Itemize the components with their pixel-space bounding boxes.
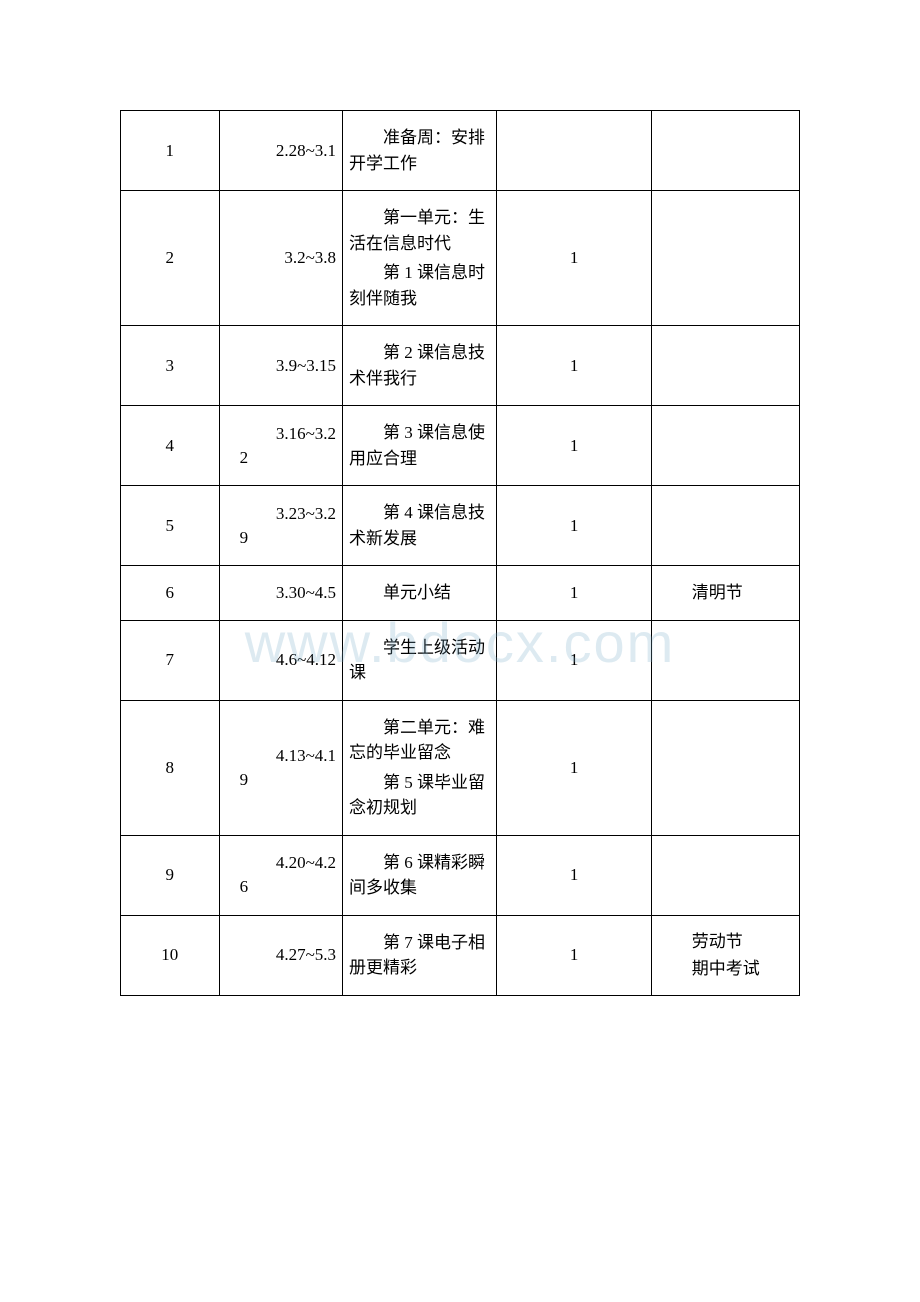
content-text: 第 7 课电子相册更精彩 xyxy=(349,930,490,981)
note-cell xyxy=(651,111,799,191)
note-cell xyxy=(651,406,799,486)
content-cell: 准备周：安排开学工作 xyxy=(343,111,497,191)
date-cell: 3.9~3.15 xyxy=(219,326,342,406)
content-cell: 第 6 课精彩瞬间多收集 xyxy=(343,835,497,915)
note-cell: 清明节 xyxy=(651,566,799,621)
week-cell: 4 xyxy=(121,406,220,486)
hours-cell: 1 xyxy=(497,406,651,486)
date-cell: 4.13~4.19 xyxy=(219,700,342,835)
content-text: 第一单元：生活在信息时代 xyxy=(349,205,490,256)
note-cell xyxy=(651,700,799,835)
content-cell: 第一单元：生活在信息时代第 1 课信息时刻伴随我 xyxy=(343,191,497,326)
date-cell: 3.30~4.5 xyxy=(219,566,342,621)
content-text: 单元小结 xyxy=(349,580,490,606)
content-text: 第 4 课信息技术新发展 xyxy=(349,500,490,551)
note-cell xyxy=(651,835,799,915)
content-cell: 第二单元：难忘的毕业留念第 5 课毕业留念初规划 xyxy=(343,700,497,835)
note-text: 期中考试 xyxy=(658,956,793,982)
table-row: 74.6~4.12学生上级活动课1 xyxy=(121,620,800,700)
content-text: 第 5 课毕业留念初规划 xyxy=(349,770,490,821)
table-row: 94.20~4.26第 6 课精彩瞬间多收集1 xyxy=(121,835,800,915)
content-cell: 第 3 课信息使用应合理 xyxy=(343,406,497,486)
week-cell: 1 xyxy=(121,111,220,191)
week-cell: 6 xyxy=(121,566,220,621)
content-text: 学生上级活动课 xyxy=(349,635,490,686)
week-cell: 9 xyxy=(121,835,220,915)
hours-cell xyxy=(497,111,651,191)
date-cell: 3.16~3.22 xyxy=(219,406,342,486)
week-cell: 5 xyxy=(121,486,220,566)
week-cell: 10 xyxy=(121,915,220,995)
content-cell: 单元小结 xyxy=(343,566,497,621)
hours-cell: 1 xyxy=(497,326,651,406)
content-cell: 第 7 课电子相册更精彩 xyxy=(343,915,497,995)
note-cell: 劳动节期中考试 xyxy=(651,915,799,995)
hours-cell: 1 xyxy=(497,620,651,700)
content-cell: 学生上级活动课 xyxy=(343,620,497,700)
content-text: 第 6 课精彩瞬间多收集 xyxy=(349,850,490,901)
content-cell: 第 2 课信息技术伴我行 xyxy=(343,326,497,406)
hours-cell: 1 xyxy=(497,835,651,915)
week-cell: 3 xyxy=(121,326,220,406)
date-cell: 2.28~3.1 xyxy=(219,111,342,191)
table-row: 63.30~4.5 单元小结 1 清明节 xyxy=(121,566,800,621)
content-cell: 第 4 课信息技术新发展 xyxy=(343,486,497,566)
hours-cell: 1 xyxy=(497,700,651,835)
week-cell: 7 xyxy=(121,620,220,700)
date-cell: 4.27~5.3 xyxy=(219,915,342,995)
content-text: 第 1 课信息时刻伴随我 xyxy=(349,260,490,311)
week-cell: 2 xyxy=(121,191,220,326)
content-text: 第二单元：难忘的毕业留念 xyxy=(349,715,490,766)
table-row: 84.13~4.19第二单元：难忘的毕业留念第 5 课毕业留念初规划1 xyxy=(121,700,800,835)
note-cell xyxy=(651,486,799,566)
table-row: 43.16~3.22第 3 课信息使用应合理1 xyxy=(121,406,800,486)
note-cell xyxy=(651,326,799,406)
schedule-table: 12.28~3.1准备周：安排开学工作23.2~3.8第一单元：生活在信息时代第… xyxy=(120,110,800,996)
content-text: 第 3 课信息使用应合理 xyxy=(349,420,490,471)
week-cell: 8 xyxy=(121,700,220,835)
hours-cell: 1 xyxy=(497,915,651,995)
date-cell: 3.23~3.29 xyxy=(219,486,342,566)
date-cell: 4.20~4.26 xyxy=(219,835,342,915)
hours-cell: 1 xyxy=(497,566,651,621)
note-cell xyxy=(651,191,799,326)
content-text: 准备周：安排开学工作 xyxy=(349,125,490,176)
table-row: 23.2~3.8第一单元：生活在信息时代第 1 课信息时刻伴随我1 xyxy=(121,191,800,326)
date-cell: 3.2~3.8 xyxy=(219,191,342,326)
note-text: 劳动节 xyxy=(658,929,793,955)
date-cell: 4.6~4.12 xyxy=(219,620,342,700)
note-text: 清明节 xyxy=(658,580,793,606)
table-row: 53.23~3.29第 4 课信息技术新发展1 xyxy=(121,486,800,566)
table-row: 12.28~3.1准备周：安排开学工作 xyxy=(121,111,800,191)
note-cell xyxy=(651,620,799,700)
table-row: 104.27~5.3第 7 课电子相册更精彩1劳动节期中考试 xyxy=(121,915,800,995)
page-container: 12.28~3.1准备周：安排开学工作23.2~3.8第一单元：生活在信息时代第… xyxy=(0,0,920,996)
hours-cell: 1 xyxy=(497,486,651,566)
hours-cell: 1 xyxy=(497,191,651,326)
table-row: 33.9~3.15第 2 课信息技术伴我行1 xyxy=(121,326,800,406)
content-text: 第 2 课信息技术伴我行 xyxy=(349,340,490,391)
